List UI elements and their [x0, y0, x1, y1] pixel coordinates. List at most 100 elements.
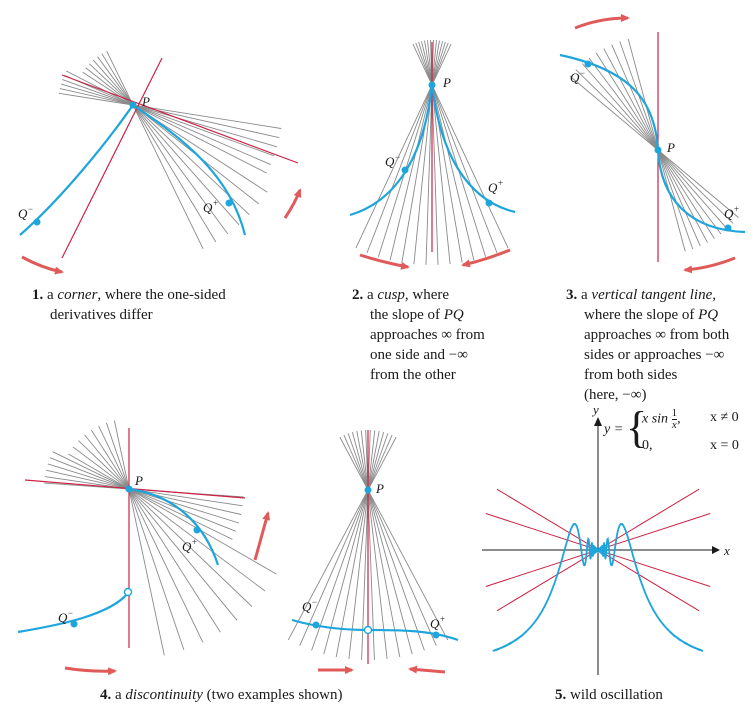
- secant-line: [418, 41, 487, 257]
- secant-line: [47, 463, 240, 524]
- label-q-minus: Q−: [570, 68, 585, 85]
- secant-line: [82, 71, 268, 193]
- motion-arrow-top: [574, 14, 630, 30]
- curve-left-branch: [17, 592, 129, 634]
- secant-line: [64, 74, 271, 166]
- label-q-minus: Q−: [58, 608, 73, 625]
- secant-line: [361, 429, 371, 660]
- motion-arrow-right: [461, 248, 511, 268]
- secant-line: [355, 44, 452, 249]
- secant-line: [101, 53, 217, 243]
- secant-line: [58, 92, 282, 129]
- secant-line: [365, 429, 375, 660]
- label-p: P: [141, 94, 150, 109]
- panel-wild-oscillation: y x: [482, 402, 730, 675]
- label-q-minus: Q−: [302, 597, 317, 614]
- secant-line: [113, 420, 165, 656]
- secant-line: [311, 433, 389, 651]
- equation-brace: {: [626, 403, 648, 452]
- tangent-line-right: [61, 74, 299, 164]
- secant-line: [347, 433, 425, 651]
- label-p: P: [134, 473, 143, 488]
- curve-right: [132, 104, 247, 236]
- point-q-minus: [401, 166, 409, 174]
- panel-discontinuity-b: P Q− Q+: [287, 429, 459, 674]
- panel-cusp: P Q− Q+: [349, 39, 516, 270]
- caption-corner: 1. a corner, where the one-sided derivat…: [32, 287, 226, 323]
- motion-arrow-left: [359, 253, 410, 270]
- secant-line: [427, 40, 451, 265]
- point-q-minus: [584, 60, 592, 68]
- equation-row2: 0,: [642, 438, 653, 453]
- secant-line: [59, 88, 280, 139]
- secant-line: [97, 56, 229, 235]
- secant-line: [68, 453, 277, 575]
- point-q-plus: [485, 199, 493, 207]
- label-q-plus: Q+: [182, 537, 197, 554]
- label-q-plus: Q+: [488, 178, 503, 195]
- secant-line: [366, 42, 449, 254]
- secant-line: [62, 79, 275, 157]
- secant-line: [401, 40, 440, 263]
- x-axis-arrow: [712, 546, 720, 554]
- secant-line: [52, 451, 233, 540]
- secant-line: [49, 457, 237, 532]
- panel-corner: P Q− Q+: [18, 50, 302, 275]
- caption-vertical-tangent: 3. a vertical tangent line, where the sl…: [566, 287, 730, 403]
- oscillation-curve: [492, 523, 704, 652]
- label-q-minus: Q−: [18, 204, 33, 221]
- equation-cond2: x = 0: [710, 438, 739, 453]
- motion-arrow-right: [253, 511, 271, 561]
- secant-line: [356, 431, 401, 658]
- secant-line: [85, 67, 260, 205]
- panel-vertical-tangent: P Q− Q+: [559, 14, 746, 274]
- label-q-plus: Q+: [724, 204, 739, 221]
- point-p: [428, 81, 436, 89]
- secant-line: [335, 431, 380, 658]
- label-p: P: [442, 75, 451, 90]
- secant-line: [339, 436, 449, 641]
- secant-line: [377, 41, 446, 257]
- secant-line: [412, 44, 509, 249]
- equation-lhs: y =: [604, 422, 624, 437]
- secant-line: [348, 430, 376, 659]
- secant-line: [65, 70, 267, 174]
- secant-line: [413, 40, 437, 265]
- secant-line: [106, 50, 204, 249]
- label-q-minus: Q−: [385, 152, 400, 169]
- point-q-minus: [312, 621, 320, 629]
- secant-line: [84, 434, 238, 621]
- point-p: [129, 101, 137, 109]
- x-axis-label: x: [723, 543, 730, 558]
- point-p: [125, 485, 133, 493]
- secant-line: [351, 431, 413, 655]
- point-q-plus: [193, 526, 201, 534]
- caption-cusp: 2. a cusp, where the slope of PQ approac…: [352, 287, 485, 383]
- point-p: [364, 486, 372, 494]
- secant-line: [92, 59, 240, 226]
- secant-line: [299, 434, 393, 646]
- secant-line: [415, 42, 498, 254]
- secant-line: [343, 434, 437, 646]
- tangent-line-left: [61, 57, 163, 259]
- y-axis-arrow: [594, 417, 602, 426]
- secant-line: [105, 422, 185, 651]
- secant-line: [90, 429, 221, 633]
- label-q-plus: Q+: [203, 198, 218, 215]
- secant-line: [424, 40, 463, 263]
- caption-discontinuity: 4. a discontinuity (two examples shown): [100, 687, 343, 703]
- motion-arrow-bottom: [64, 666, 117, 676]
- motion-arrow-bottom: [683, 256, 736, 274]
- point-q-plus: [225, 199, 233, 207]
- motion-arrow-right: [283, 188, 302, 219]
- equation-cond1: x ≠ 0: [710, 410, 739, 425]
- caption-wild-oscillation: 5. wild oscillation: [555, 687, 663, 703]
- open-point: [363, 625, 373, 635]
- secant-line: [98, 425, 204, 643]
- motion-arrow-right: [408, 665, 446, 674]
- motion-arrow-left: [21, 255, 64, 275]
- point-p: [654, 146, 662, 154]
